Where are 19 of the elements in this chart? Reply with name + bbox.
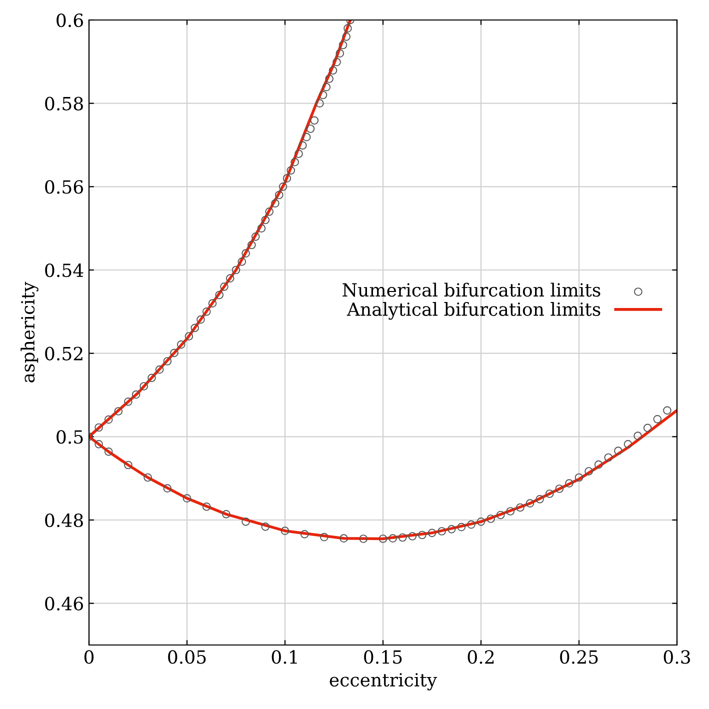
y-tick-label: 0.56 [45, 180, 83, 194]
y-tick-label: 0.48 [45, 513, 83, 528]
x-tick-label: 0 [84, 650, 94, 664]
x-axis-title: eccentricity [330, 673, 438, 690]
y-axis-title: asphericity [20, 282, 38, 382]
y-tick-label: 0.58 [45, 96, 83, 110]
x-tick-label: 0.1 [272, 650, 297, 664]
x-tick-label: 0.05 [168, 650, 206, 664]
y-tick-label: 0.54 [45, 263, 84, 278]
y-tick-label: 0.52 [45, 346, 82, 360]
y-tick-label: 0.46 [45, 596, 83, 610]
legend-label: Numerical bifurcation limits [342, 282, 600, 297]
legend-label: Analytical bifurcation limits [346, 302, 600, 320]
x-tick-label: 0.3 [664, 650, 690, 664]
y-tick-label: 0.5 [56, 430, 83, 444]
y-tick-label: 0.6 [56, 13, 84, 28]
x-tick-label: 0.25 [560, 650, 598, 664]
x-tick-label: 0.2 [468, 650, 494, 664]
x-tick-label: 0.15 [364, 650, 402, 664]
